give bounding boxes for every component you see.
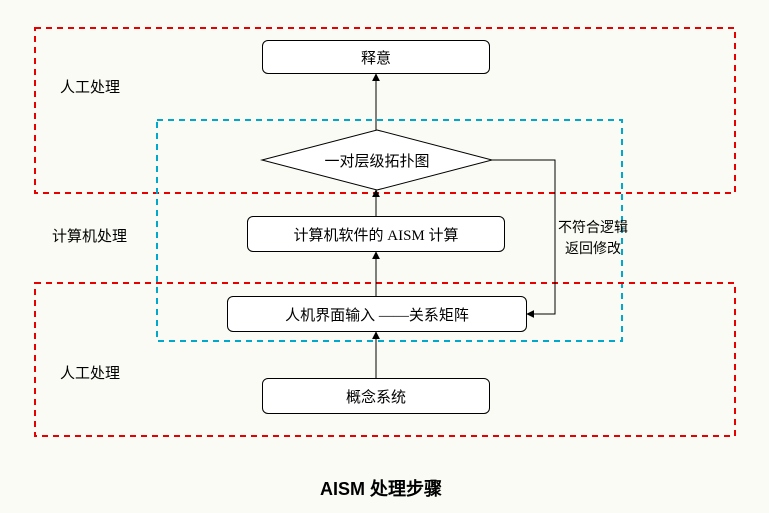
node-interpret: 释意 xyxy=(262,40,490,74)
region-label-region-manual-1: 人工处理 xyxy=(60,76,120,97)
node-aism-calc: 计算机软件的 AISM 计算 xyxy=(247,216,505,252)
node-concept: 概念系统 xyxy=(262,378,490,414)
edge-label-4: 不符合逻辑返回修改 xyxy=(558,218,628,260)
diagram-title: AISM 处理步骤 xyxy=(320,475,442,501)
region-label-region-computer: 计算机处理 xyxy=(52,225,127,246)
node-input-matrix: 人机界面输入 ——关系矩阵 xyxy=(227,296,527,332)
node-topology: 一对层级拓扑图 xyxy=(262,150,492,171)
region-label-region-manual-2: 人工处理 xyxy=(60,362,120,383)
